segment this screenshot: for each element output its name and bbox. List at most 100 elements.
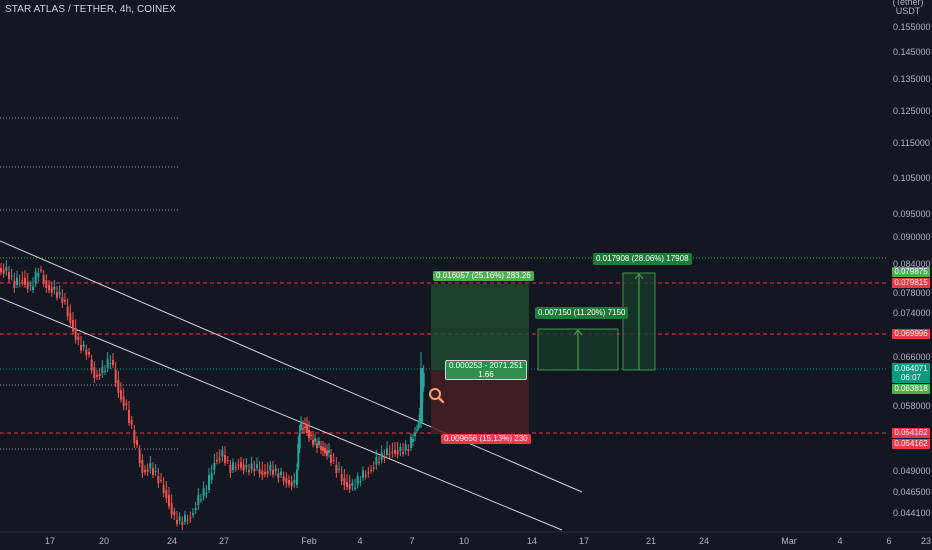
- candle-body: [250, 463, 253, 470]
- candle-body: [300, 423, 302, 430]
- candle-body: [412, 439, 414, 442]
- price-tag-stop: 0.054162: [892, 428, 930, 438]
- candle-body: [0, 268, 2, 273]
- time-tick-label: 14: [527, 536, 537, 546]
- candle-body: [26, 282, 29, 289]
- magnifier-icon[interactable]: [429, 388, 445, 404]
- candle-body: [340, 474, 343, 481]
- candle-body: [192, 513, 194, 515]
- candle-body: [32, 286, 34, 290]
- candle-body: [109, 363, 112, 364]
- time-axis[interactable]: 17 20 24 27 Feb 4 7 10 14 17 21 24 Mar 4 6 23: [0, 531, 932, 550]
- candle-body: [141, 460, 144, 473]
- candle-body: [221, 450, 224, 457]
- candle-body: [394, 450, 396, 454]
- candle-body: [189, 517, 192, 519]
- candle-body: [359, 481, 362, 482]
- position-target-label: 0.016057 (25.16%) 283.26: [433, 271, 534, 281]
- candle-body: [157, 476, 160, 483]
- measure-label-1: 0.007150 (11.20%) 7150: [535, 307, 629, 319]
- candle-body: [388, 453, 391, 455]
- candle-body: [310, 435, 312, 436]
- time-tick-label: 10: [459, 536, 469, 546]
- candle-body: [380, 452, 383, 460]
- candle-body: [302, 428, 304, 430]
- trendlines[interactable]: [0, 240, 583, 531]
- candle-body: [120, 390, 122, 400]
- candle-body: [8, 272, 10, 280]
- price-tag-last: 0.064071 06:07: [892, 363, 930, 383]
- candle-body: [375, 457, 378, 465]
- position-target-zone[interactable]: [431, 284, 529, 370]
- time-tick-label: 17: [579, 536, 589, 546]
- candle-body: [416, 429, 418, 431]
- candle-body: [117, 380, 120, 393]
- time-tick-label: 6: [886, 536, 891, 546]
- candlestick-series[interactable]: [0, 260, 425, 530]
- candle-body: [98, 374, 101, 376]
- candle-body: [80, 345, 82, 351]
- candle-body: [407, 449, 410, 451]
- candle-body: [288, 480, 290, 485]
- candle-body: [178, 516, 181, 521]
- candle-body: [200, 499, 202, 501]
- candle-body: [386, 448, 388, 455]
- long-position-tool[interactable]: [431, 284, 529, 434]
- candle-body: [146, 469, 149, 472]
- candle-body: [410, 437, 412, 448]
- price-tick-label: 0.078000: [893, 288, 931, 298]
- price-tick-label: 0.044100: [893, 508, 931, 518]
- candle-body: [160, 480, 162, 481]
- candle-body: [308, 430, 310, 438]
- price-tick-label: 0.049000: [893, 466, 931, 476]
- candle-body: [343, 478, 346, 485]
- candle-body: [420, 368, 423, 423]
- price-range-measures[interactable]: [537, 272, 656, 371]
- position-entry-label: 0.000253 - 2071.251 1.66: [445, 360, 527, 380]
- candle-body: [253, 468, 256, 471]
- candle-body: [396, 450, 399, 455]
- candle-body: [274, 468, 277, 472]
- trendline-upper[interactable]: [0, 240, 583, 493]
- time-tick-label: 23: [921, 536, 931, 546]
- candle-body: [61, 297, 64, 303]
- candle-body: [104, 371, 106, 372]
- position-stop-label: 0.009656 (15.13%) 230: [441, 434, 531, 444]
- position-entry-line1: 0.000253 - 2071.251: [449, 361, 523, 370]
- time-tick-label: Mar: [781, 536, 797, 546]
- time-axis-background: [0, 532, 932, 550]
- candle-body: [370, 470, 372, 471]
- candle-body: [40, 270, 42, 271]
- price-axis[interactable]: (Tether)USDT 0.155000 0.145000 0.135000 0.12…: [888, 0, 932, 532]
- price-tick-label: 0.105000: [893, 173, 931, 183]
- candle-body: [184, 514, 186, 522]
- candle-body: [74, 328, 77, 340]
- candle-body: [122, 396, 125, 407]
- candle-body: [258, 469, 261, 474]
- symbol-title[interactable]: STAR ATLAS / TETHER, 4h, COINEX: [5, 4, 176, 15]
- candle-body: [324, 448, 326, 454]
- candle-body: [16, 277, 18, 285]
- candle-body: [234, 467, 237, 469]
- time-tick-label: 24: [167, 536, 177, 546]
- candle-body: [50, 287, 53, 293]
- price-tag-level-upper: 0.079815: [892, 278, 930, 288]
- candle-body: [42, 275, 45, 283]
- price-tick-label: 0.145000: [893, 47, 931, 57]
- position-stop-zone[interactable]: [431, 370, 529, 434]
- candle-body: [322, 447, 324, 451]
- candle-body: [45, 280, 48, 288]
- candle-body: [404, 444, 407, 451]
- candle-body: [293, 480, 296, 484]
- time-tick-label: 20: [99, 536, 109, 546]
- candle-body: [194, 508, 197, 510]
- candle-body: [170, 503, 173, 515]
- trendline-lower[interactable]: [0, 297, 563, 531]
- candle-body: [106, 359, 109, 368]
- candle-body: [130, 420, 133, 425]
- candle-body: [240, 462, 242, 468]
- price-tick-label: 0.090000: [893, 232, 931, 242]
- candle-body: [29, 285, 32, 286]
- candle-body: [306, 425, 308, 433]
